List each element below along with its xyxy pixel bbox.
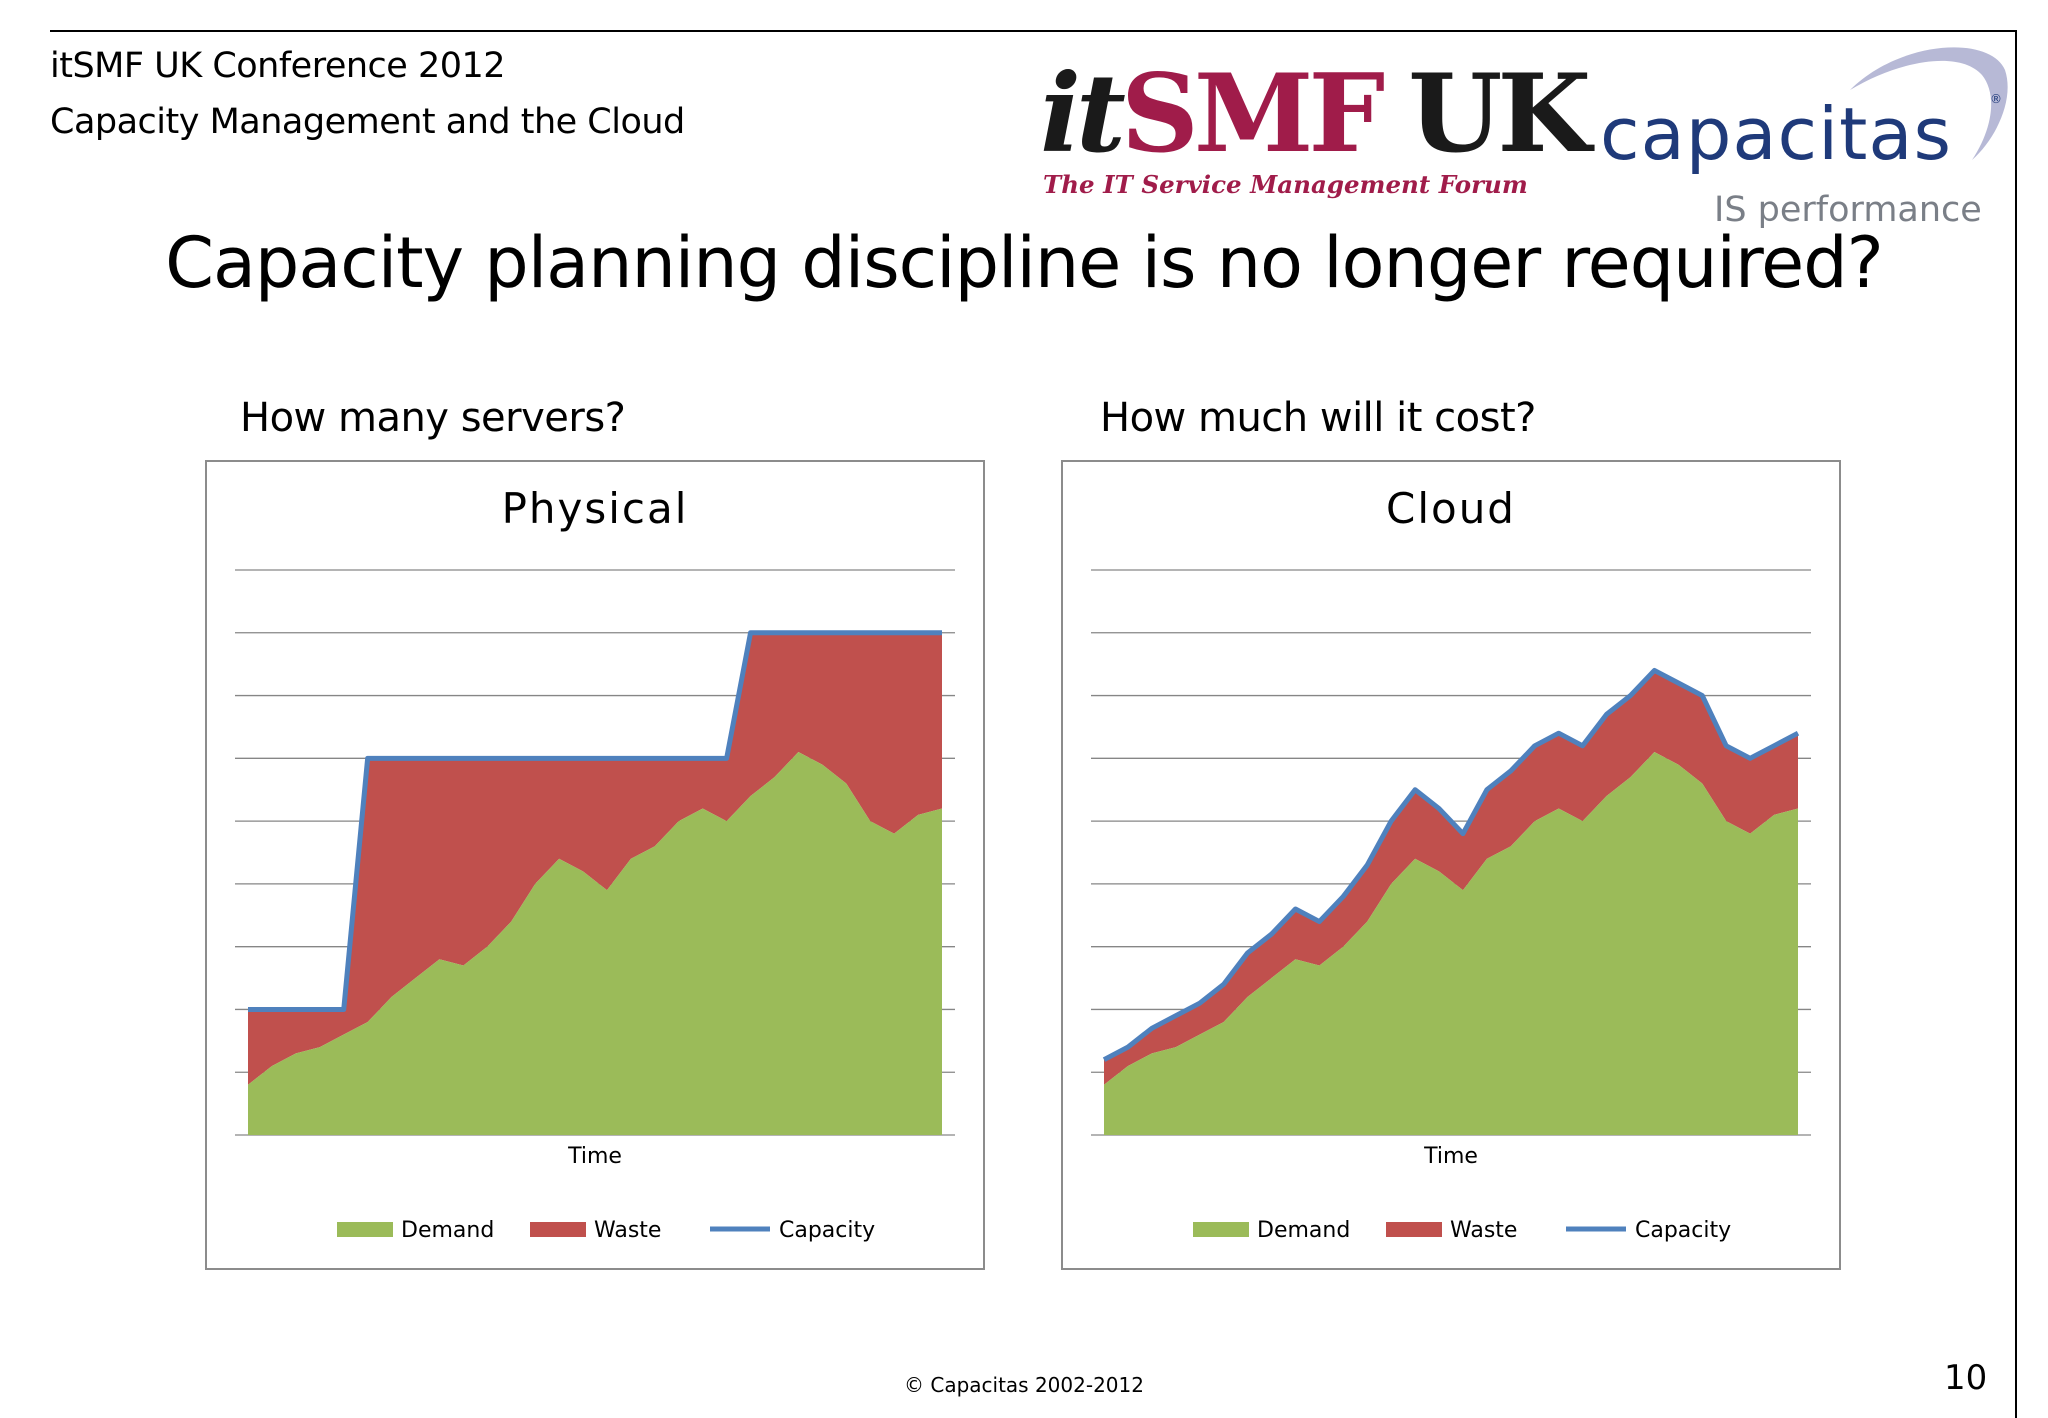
right-rule <box>2015 30 2017 1418</box>
chart-title: Physical <box>502 484 689 533</box>
legend-demand-label: Demand <box>401 1218 494 1243</box>
capacitas-logo: capacitas ® IS performance <box>1600 30 2020 230</box>
cloud-chart: Cloud Time Demand Waste Capacity <box>1061 460 1841 1270</box>
slide-title: Capacity planning discipline is no longe… <box>165 222 1884 304</box>
waste-area <box>1104 670 1798 1085</box>
chart-title: Cloud <box>1386 484 1516 533</box>
capacitas-tagline: IS performance <box>1714 190 1982 230</box>
legend-waste-label: Waste <box>1450 1218 1517 1243</box>
itsmf-tagline: The IT Service Management Forum <box>1043 170 1528 199</box>
legend-waste-swatch <box>530 1222 586 1237</box>
copyright: © Capacitas 2002-2012 <box>904 1373 1144 1397</box>
legend-demand-swatch <box>1193 1222 1249 1237</box>
top-rule <box>50 30 2015 32</box>
itsmf-smf: SMF <box>1120 51 1385 177</box>
demand-area <box>248 752 942 1135</box>
legend-capacity-label: Capacity <box>779 1218 875 1243</box>
capacity-line <box>1102 667 1800 1062</box>
itsmf-it: it <box>1040 51 1126 177</box>
right-question: How much will it cost? <box>1100 395 1536 441</box>
itsmf-wordmark: itSMF UK <box>1040 60 1591 168</box>
registered-mark: ® <box>1990 92 2002 106</box>
presentation-title: Capacity Management and the Cloud <box>50 102 685 142</box>
demand-area <box>1104 752 1798 1135</box>
itsmf-logo: itSMF UK The IT Service Management Forum <box>1040 60 1591 210</box>
legend-capacity-label: Capacity <box>1635 1218 1731 1243</box>
left-question: How many servers? <box>240 395 626 441</box>
physical-chart: Physical Time Demand Waste Capacity <box>205 460 985 1270</box>
page-number: 10 <box>1944 1358 1988 1398</box>
legend-demand-swatch <box>337 1222 393 1237</box>
capacitas-wordmark: capacitas <box>1600 92 1952 176</box>
waste-area <box>248 632 942 1085</box>
legend-waste-swatch <box>1386 1222 1442 1237</box>
legend-demand-label: Demand <box>1257 1218 1350 1243</box>
x-axis-label: Time <box>1423 1144 1478 1169</box>
swoosh-icon <box>1850 47 2008 161</box>
capacity-line <box>248 630 942 1012</box>
itsmf-uk: UK <box>1408 51 1591 177</box>
x-axis-label: Time <box>567 1144 622 1169</box>
conference-title: itSMF UK Conference 2012 <box>50 46 506 86</box>
legend-waste-label: Waste <box>594 1218 661 1243</box>
